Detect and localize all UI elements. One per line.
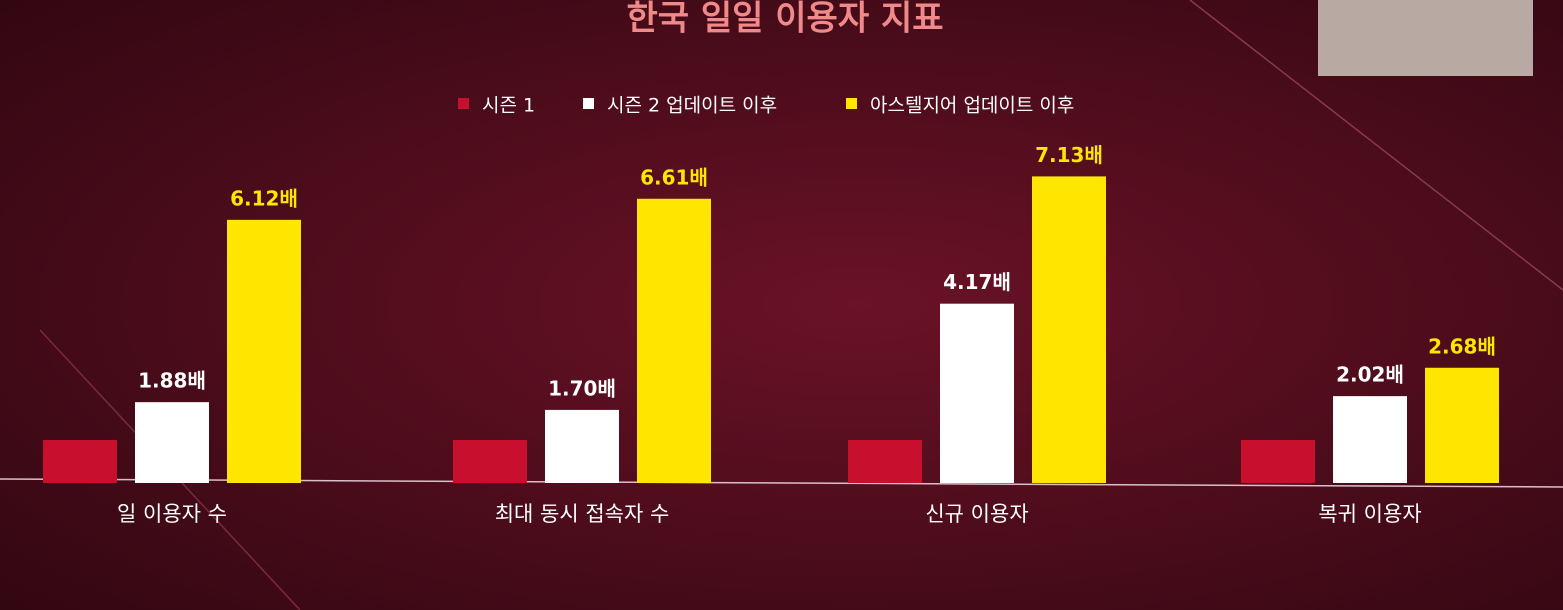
value-label: 1.70배 — [548, 376, 616, 400]
legend-swatch — [583, 98, 594, 109]
bar — [848, 440, 922, 483]
value-label: 2.02배 — [1336, 363, 1404, 387]
bar — [43, 440, 117, 483]
value-label: 6.61배 — [640, 165, 708, 189]
x-tick-label: 최대 동시 접속자 수 — [495, 502, 670, 526]
bar — [1032, 176, 1106, 483]
x-tick-label: 신규 이용자 — [925, 502, 1028, 526]
bar — [1425, 367, 1499, 483]
decor-line — [1189, 0, 1563, 291]
bar — [135, 402, 209, 483]
legend-label: 아스텔지어 업데이트 이후 — [870, 95, 1074, 117]
legend-swatch — [846, 98, 857, 109]
value-label: 4.17배 — [943, 270, 1011, 294]
bar — [940, 303, 1014, 483]
bar — [637, 198, 711, 483]
bar — [227, 219, 301, 483]
value-label: 6.12배 — [230, 186, 298, 210]
bar — [1333, 396, 1407, 483]
value-label: 1.88배 — [138, 369, 206, 393]
x-tick-label: 복귀 이용자 — [1318, 502, 1421, 526]
bar — [545, 409, 619, 483]
webcam-overlay — [1318, 0, 1533, 76]
x-tick-label: 일 이용자 수 — [117, 502, 227, 526]
value-label: 7.13배 — [1035, 143, 1103, 167]
legend-label: 시즌 1 — [482, 95, 535, 117]
chart-title: 한국 일일 이용자 지표 — [626, 0, 943, 39]
value-label: 2.68배 — [1428, 334, 1496, 358]
bar — [1241, 440, 1315, 483]
bar — [453, 440, 527, 483]
legend-label: 시즌 2 업데이트 이후 — [607, 95, 777, 117]
legend-swatch — [458, 98, 469, 109]
